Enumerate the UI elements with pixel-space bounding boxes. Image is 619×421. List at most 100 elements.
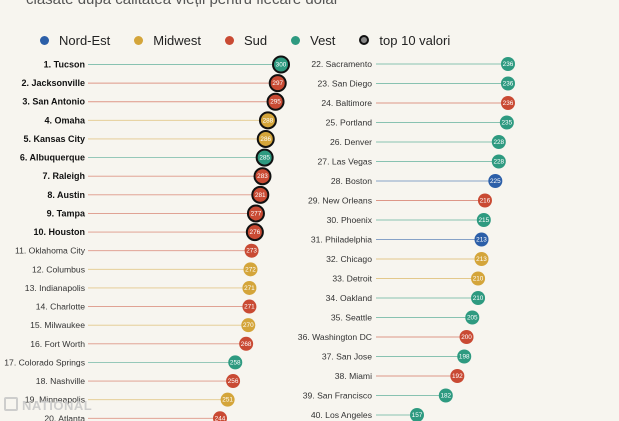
row-label: 9. Tampa [47,208,86,218]
lollipop-dot [465,310,480,325]
row-label: 34. Oakland [326,293,373,303]
chart-row: 9. Tampa 277 [47,204,265,223]
value-label: 285 [259,155,270,162]
lollipop-dot [410,408,424,421]
lollipop-dot [244,243,259,258]
value-label: 270 [243,322,254,329]
row-label: 14. Charlotte [36,302,85,312]
row-label: 18. Nashville [36,376,85,386]
value-label: 271 [244,285,255,292]
value-label: 244 [215,415,226,421]
row-label: 16. Fort Worth [30,339,85,349]
lollipop-dot [457,349,472,364]
lollipop-dot [501,96,515,110]
row-label: 15. Milwaukee [30,320,85,330]
row-label: 2. Jacksonville [21,78,85,88]
value-label: 182 [440,393,451,400]
lollipop-dot [242,280,257,295]
value-label: 297 [272,80,283,87]
value-label: 210 [473,276,484,283]
lollipop-dot [501,57,515,71]
chart-row: 18. Nashville 256 [36,374,241,389]
legend-dot-sud [224,35,234,45]
legend-label-vest: Vest [310,32,336,48]
chart-row: 11. Oklahoma City 273 [15,243,259,258]
chart-row: 4. Omaha 288 [44,111,277,130]
lollipop-dot [220,392,235,407]
lollipop-dot [268,74,287,93]
legend-label-nord-est: Nord-Est [59,32,111,48]
chart-row: 37. San Jose 198 [322,349,472,364]
row-label: 10. Houston [33,227,85,237]
row-label: 25. Portland [326,118,373,128]
chart-row: 36. Washington DC 200 [298,330,474,344]
legend-label-midwest: Midwest [153,32,201,48]
lollipop-dot [471,271,486,286]
value-label: 271 [244,304,255,311]
value-label: 210 [473,295,484,302]
row-label: 13. Indianapolis [25,283,85,293]
chart-row: 22. Sacramento 236 [311,57,515,71]
row-label: 20. Atlanta [44,413,85,421]
chart-row: 7. Raleigh 283 [42,167,272,186]
legend-dot-nord-est [40,35,49,45]
chart-row: 29. New Orleans 216 [308,193,492,208]
chart-row: 25. Portland 235 [326,115,514,130]
chart-row: 3. San Antonio 295 [22,92,285,111]
lollipop-dot [459,330,474,344]
legend-item-vest: Vest [291,33,335,48]
value-label: 251 [222,397,233,404]
lollipop-dot [491,135,506,149]
row-label: 5. Kansas City [23,134,85,144]
chart-row: 14. Charlotte 271 [36,299,257,314]
value-label: 300 [276,62,287,69]
lollipop-dot [450,369,465,383]
legend-item-top10: top 10 valori [359,33,450,48]
lollipop-dot [501,76,515,91]
lollipop-dot [258,111,277,130]
legend-dot-vest [291,35,301,45]
value-label: 228 [493,159,504,166]
value-label: 272 [245,266,256,273]
chart-subtitle: clasate după calitatea vieții pentru fie… [26,0,339,8]
chart-row: 32. Chicago 213 [326,252,489,266]
lollipop-dot [243,262,258,277]
chart-row: 27. Las Vegas 228 [318,154,506,169]
row-label: 36. Washington DC [298,332,372,342]
row-label: 19. Minneapolis [25,395,85,405]
row-label: 32. Chicago [326,254,372,264]
chart-row: 15. Milwaukee 270 [30,318,256,333]
chart-row: 38. Miami 192 [335,369,465,383]
row-label: 23. San Diego [318,79,373,89]
row-label: 30. Phoenix [327,215,373,225]
row-label: 1. Tucson [44,60,85,70]
row-label: 22. Sacramento [311,59,372,69]
chart-row: 40. Los Angeles 157 [311,408,424,421]
value-label: 225 [490,178,501,185]
chart-row: 5. Kansas City 286 [23,129,275,148]
lollipop-dot [491,154,506,169]
row-label: 37. San Jose [322,352,372,362]
row-label: 35. Seattle [331,313,372,323]
lollipop-dot [239,336,254,351]
value-label: 258 [230,359,241,366]
legend-label-sud: Sud [243,32,268,48]
chart-row: 19. Minneapolis 251 [25,392,235,407]
lollipop-dot [477,193,492,208]
value-label: 157 [412,412,423,419]
chart-row: 31. Philadelphia 213 [311,232,489,247]
value-label: 235 [502,120,513,127]
chart-row: 20. Atlanta 244 [44,411,227,421]
value-label: 277 [251,210,262,217]
row-label: 4. Omaha [44,115,86,125]
row-label: 26. Denver [330,137,372,147]
value-label: 283 [257,173,268,180]
legend-item-nord-est: Nord-Est [40,33,110,48]
lollipop-dot [245,223,264,242]
chart-row: 30. Phoenix 215 [327,213,491,227]
row-label: 29. New Orleans [308,196,372,206]
lollipop-dot [438,388,453,403]
value-label: 236 [503,100,514,107]
chart-row: 28. Boston 225 [331,174,503,188]
value-label: 192 [452,373,463,380]
